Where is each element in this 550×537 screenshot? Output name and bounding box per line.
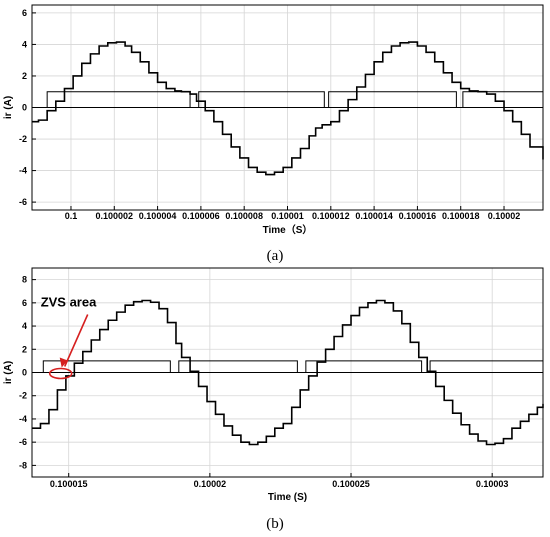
x-tick-label: 0.100006 [182, 211, 220, 221]
x-axis-label: Time (S) [268, 492, 307, 503]
x-tick-label: 0.10002 [194, 479, 227, 489]
x-tick-label: 0.100016 [399, 211, 437, 221]
y-tick-label: -4 [19, 414, 27, 424]
zvs-arrowhead [59, 357, 68, 368]
y-tick-label: -6 [19, 437, 27, 447]
x-tick-label: 0.1 [65, 211, 78, 221]
x-tick-label: 0.100012 [312, 211, 350, 221]
x-tick-label: 0.100025 [332, 479, 370, 489]
y-tick-label: -6 [19, 197, 27, 207]
y-tick-label: -2 [19, 134, 27, 144]
gate-pulse [198, 91, 325, 108]
gate-pulse [178, 360, 298, 373]
current-waveform [32, 41, 544, 176]
y-tick-label: 6 [22, 8, 27, 18]
gate-pulse [328, 91, 457, 108]
y-tick-label: 6 [22, 298, 27, 308]
x-tick-label: 0.100002 [96, 211, 134, 221]
gate-pulse [46, 91, 191, 108]
zvs-annotation-label: ZVS area [41, 295, 97, 310]
y-tick-label: -2 [19, 391, 27, 401]
x-tick-label: 0.100004 [139, 211, 177, 221]
x-tick-label: 0.10001 [271, 211, 304, 221]
x-axis-label: Time（S） [263, 223, 313, 236]
zvs-arrow-shaft [63, 314, 89, 367]
x-tick-label: 0.100015 [50, 479, 88, 489]
y-tick-label: 0 [22, 368, 27, 378]
x-tick-label: 0.10002 [488, 211, 521, 221]
y-tick-label: 8 [22, 275, 27, 285]
y-tick-label: -4 [19, 166, 27, 176]
y-tick-label: 4 [22, 39, 27, 49]
caption-b: (b) [266, 516, 284, 532]
y-tick-label: 2 [22, 344, 27, 354]
gate-pulse [42, 360, 171, 373]
panel-a: 0.1 0.100002 0.100004 0.100006 0.100008 0.100… [3, 4, 544, 236]
y-tick-label: 2 [22, 71, 27, 81]
y-tick-label: 0 [22, 103, 27, 113]
gate-pulse [305, 360, 423, 373]
zvs-ellipse [48, 367, 73, 380]
y-axis-label: ir (A) [3, 361, 14, 384]
y-tick-label: 4 [22, 321, 27, 331]
x-tick-label: 0.10003 [476, 479, 509, 489]
x-tick-label: 0.100018 [442, 211, 480, 221]
caption-a: (a) [267, 248, 284, 264]
current-waveform [32, 299, 544, 446]
y-tick-label: -8 [19, 460, 27, 470]
panel-b: 0.100015 0.10002 0.100025 0.10003 -8 -6 -4 -2 0 2… [3, 267, 544, 503]
y-axis-label: ir (A) [3, 96, 14, 119]
x-tick-label: 0.100008 [225, 211, 263, 221]
x-tick-label: 0.100014 [355, 211, 393, 221]
